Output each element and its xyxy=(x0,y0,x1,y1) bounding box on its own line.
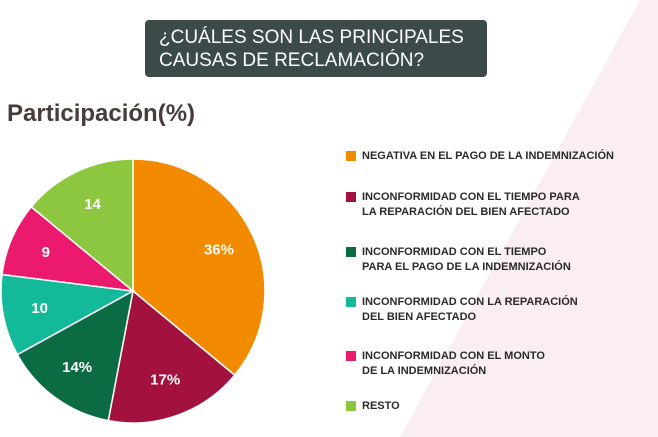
data-label: 36% xyxy=(204,242,234,259)
pie-slice xyxy=(132,158,266,377)
legend-swatch xyxy=(346,351,356,361)
data-label: 10 xyxy=(31,300,48,317)
legend-label: INCONFORMIDAD CON EL TIEMPO PARA LA REPA… xyxy=(362,191,580,218)
legend-entry: INCONFORMIDAD CON EL MONTO DE LA INDEMNI… xyxy=(346,349,545,379)
legend-label: RESTO xyxy=(362,400,400,412)
pie-slice xyxy=(107,289,236,424)
legend-entry: INCONFORMIDAD CON EL TIEMPO PARA EL PAGO… xyxy=(346,245,571,275)
legend-label: INCONFORMIDAD CON EL MONTO DE LA INDEMNI… xyxy=(362,350,545,377)
chart-subtitle: Participación(%) xyxy=(7,100,196,127)
legend-label: NEGATIVA EN EL PAGO DE LA INDEMNIZACIÓN xyxy=(362,150,614,162)
pie-slice xyxy=(16,289,135,422)
data-label: 9 xyxy=(42,244,50,261)
legend-entry: INCONFORMIDAD CON LA REPARACIÓN DEL BIEN… xyxy=(346,295,578,325)
data-label: 17% xyxy=(150,371,180,388)
legend-swatch xyxy=(346,401,356,411)
legend-swatch xyxy=(346,297,356,307)
data-label: 14 xyxy=(84,196,101,213)
pie-slice xyxy=(0,273,136,356)
pie: 36% 17% 14% 10 9 14 xyxy=(0,158,266,424)
legend-swatch xyxy=(346,247,356,257)
pie-slice xyxy=(30,158,134,293)
chart-title: ¿CUÁLES SON LAS PRINCIPALES CAUSAS DE RE… xyxy=(145,20,487,77)
data-label: 14% xyxy=(62,359,92,376)
legend-entry: NEGATIVA EN EL PAGO DE LA INDEMNIZACIÓN xyxy=(346,149,614,164)
legend-entry: INCONFORMIDAD CON EL TIEMPO PARA LA REPA… xyxy=(346,190,580,220)
legend-swatch xyxy=(346,151,356,161)
legend-label: INCONFORMIDAD CON LA REPARACIÓN DEL BIEN… xyxy=(362,296,578,323)
background-shape xyxy=(400,0,658,437)
legend-entry: RESTO xyxy=(346,399,400,414)
legend-swatch xyxy=(346,192,356,202)
legend-label: INCONFORMIDAD CON EL TIEMPO PARA EL PAGO… xyxy=(362,246,571,273)
